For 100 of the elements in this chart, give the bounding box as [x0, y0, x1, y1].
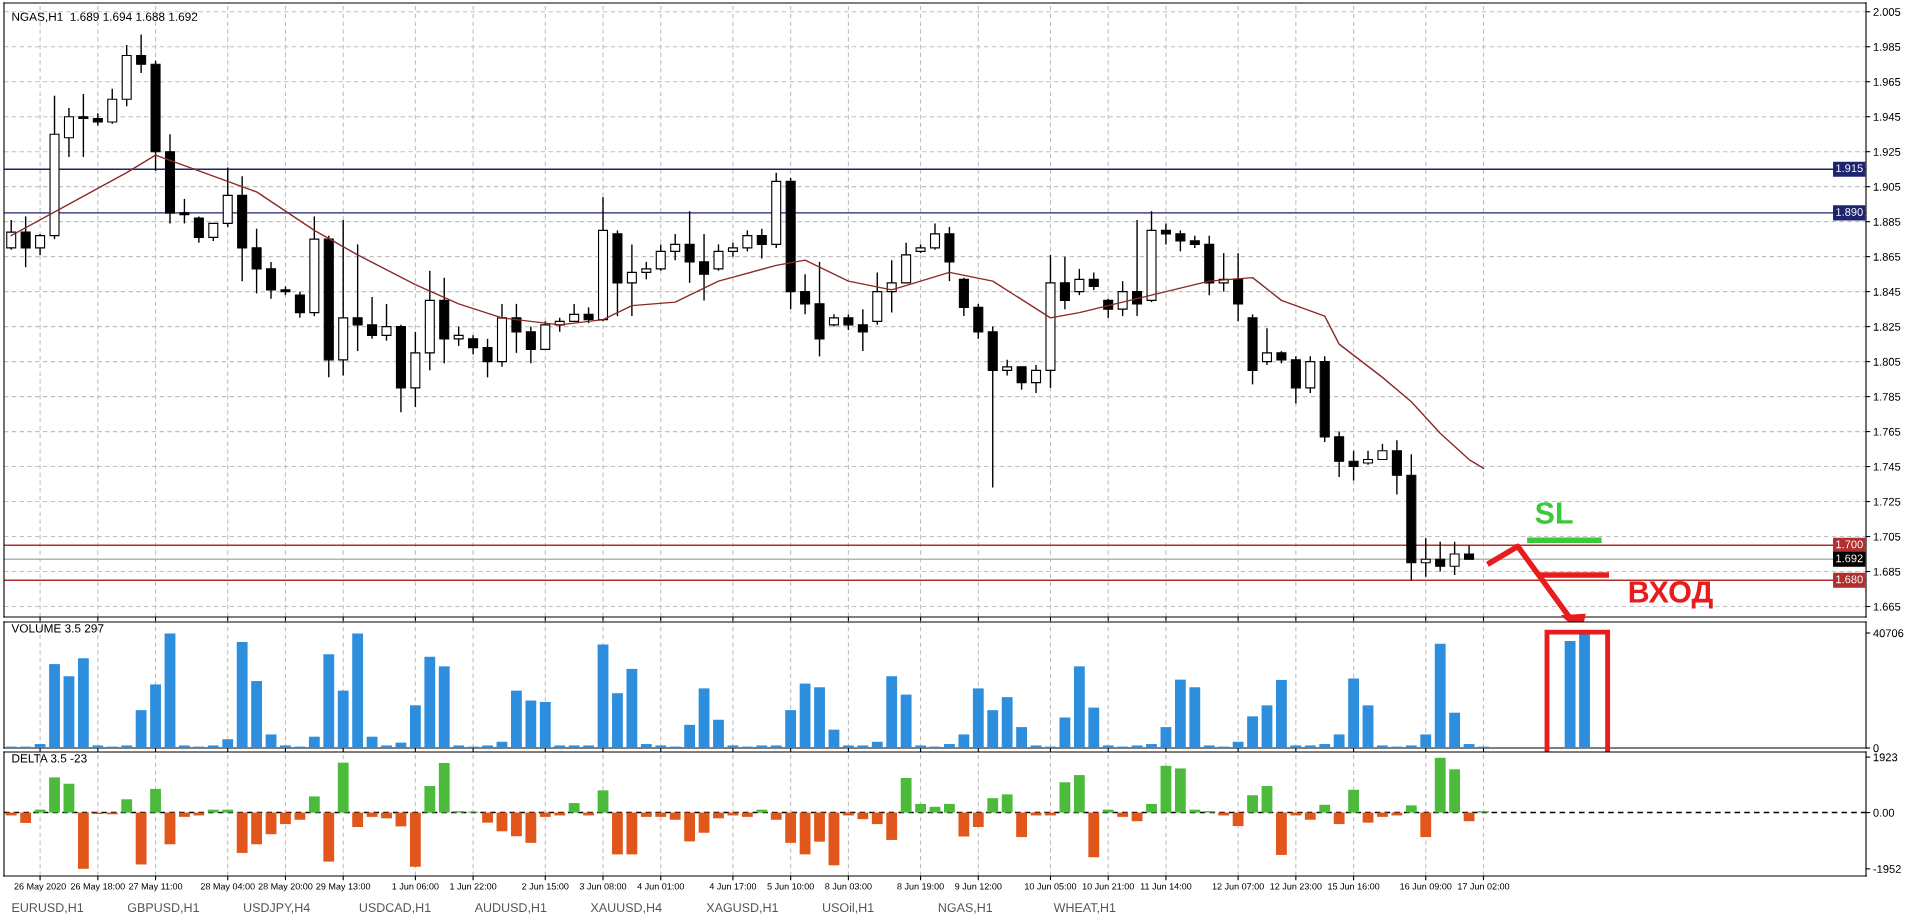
candlestick	[525, 325, 536, 365]
bar	[1434, 757, 1446, 813]
bar	[438, 762, 450, 813]
bar	[1102, 809, 1114, 813]
bar	[77, 658, 89, 748]
bar	[366, 736, 378, 748]
bar	[814, 687, 825, 748]
x-tick-label: 2 Jun 15:00	[522, 883, 569, 890]
chart-title: VOLUME 3.5 297	[11, 624, 104, 633]
x-tick-label: 8 Jun 03:00	[825, 883, 872, 890]
bar	[179, 812, 190, 817]
bar	[929, 806, 941, 813]
bar	[150, 788, 161, 813]
bar	[251, 681, 263, 748]
y-tick-label: 1.705	[1873, 532, 1901, 541]
bar	[684, 724, 696, 748]
candlestick	[1175, 229, 1186, 253]
bar	[1189, 687, 1201, 748]
x-tick-label: 10 Jun 21:00	[1082, 883, 1134, 890]
ref-line-label: 1.890	[1836, 208, 1863, 216]
x-tick-label: 8 Jun 19:00	[897, 883, 944, 890]
bar	[539, 812, 551, 817]
bar	[135, 710, 147, 748]
bar	[280, 745, 291, 748]
bar	[944, 744, 955, 748]
bar	[1160, 765, 1172, 813]
bar	[1319, 744, 1331, 748]
bar	[323, 654, 335, 748]
bar	[438, 666, 450, 748]
y-tick-label: 1.805	[1873, 357, 1901, 366]
candlestick	[294, 290, 305, 319]
candlestick	[1449, 541, 1460, 576]
text: GBPUSD,H1	[127, 903, 199, 914]
bar	[1001, 794, 1013, 813]
bar	[34, 809, 46, 813]
bar	[1059, 782, 1071, 813]
bar	[568, 745, 580, 748]
annotation: SL	[1535, 502, 1573, 524]
bar	[1304, 745, 1316, 748]
ref-line-label: 1.680	[1836, 575, 1863, 584]
bar	[1247, 795, 1258, 813]
candlestick	[655, 243, 666, 272]
bar	[207, 809, 219, 813]
bar	[597, 790, 609, 813]
bar	[1405, 745, 1417, 748]
text: NGAS,H1	[938, 903, 993, 914]
bar	[265, 812, 277, 835]
y-tick-label: 2.005	[1873, 8, 1901, 16]
bar	[20, 812, 32, 823]
candlestick	[381, 303, 392, 342]
bar	[1174, 679, 1186, 748]
bar	[1174, 768, 1186, 813]
bar	[698, 688, 710, 748]
bar	[871, 741, 883, 748]
x-tick-label: 12 Jun 07:00	[1212, 883, 1264, 890]
x-tick-label: 9 Jun 12:00	[955, 883, 1002, 890]
bar	[1377, 812, 1388, 817]
bar	[597, 644, 609, 748]
y-tick-label: 1.985	[1873, 43, 1901, 51]
x-tick-label: 16 Jun 09:00	[1400, 883, 1452, 890]
bar	[1348, 789, 1359, 813]
candlestick	[1160, 222, 1171, 246]
bar	[179, 745, 190, 748]
bar	[1117, 812, 1129, 817]
candlestick	[699, 233, 710, 302]
ref-line-label: 1.700	[1836, 540, 1863, 549]
bar	[92, 745, 104, 748]
bar	[828, 812, 840, 866]
bar	[886, 812, 898, 840]
x-tick-label: 17 Jun 02:00	[1458, 883, 1510, 890]
bar	[1146, 744, 1157, 748]
bar	[352, 812, 364, 827]
candlestick	[352, 243, 363, 352]
x-tick-label: 12 Jun 23:00	[1270, 883, 1322, 890]
bar	[785, 710, 797, 748]
bar	[539, 701, 551, 748]
candlestick	[756, 227, 767, 260]
bar	[496, 741, 508, 748]
bar	[900, 777, 912, 813]
bar	[1261, 786, 1273, 813]
x-tick-label: 15 Jun 16:00	[1328, 883, 1380, 890]
bar	[236, 812, 248, 853]
bar	[1405, 805, 1417, 813]
candlestick	[1059, 255, 1070, 310]
candlestick	[1117, 280, 1128, 317]
candlestick	[1016, 366, 1027, 391]
bar	[1160, 727, 1172, 748]
x-tick-label: 28 May 04:00	[200, 883, 255, 892]
y-tick-label: 1.745	[1873, 462, 1901, 471]
bar	[1030, 745, 1042, 748]
candlestick	[266, 261, 277, 300]
x-tick-label: 10 Jun 05:00	[1025, 883, 1077, 890]
bar	[972, 688, 984, 748]
text: EURUSD,H1	[12, 903, 84, 914]
candlestick	[1261, 327, 1273, 366]
y-tick-label: -1952	[1873, 865, 1901, 873]
bar	[900, 694, 912, 748]
bar	[63, 676, 75, 748]
bar	[655, 812, 667, 817]
bar	[612, 812, 623, 855]
